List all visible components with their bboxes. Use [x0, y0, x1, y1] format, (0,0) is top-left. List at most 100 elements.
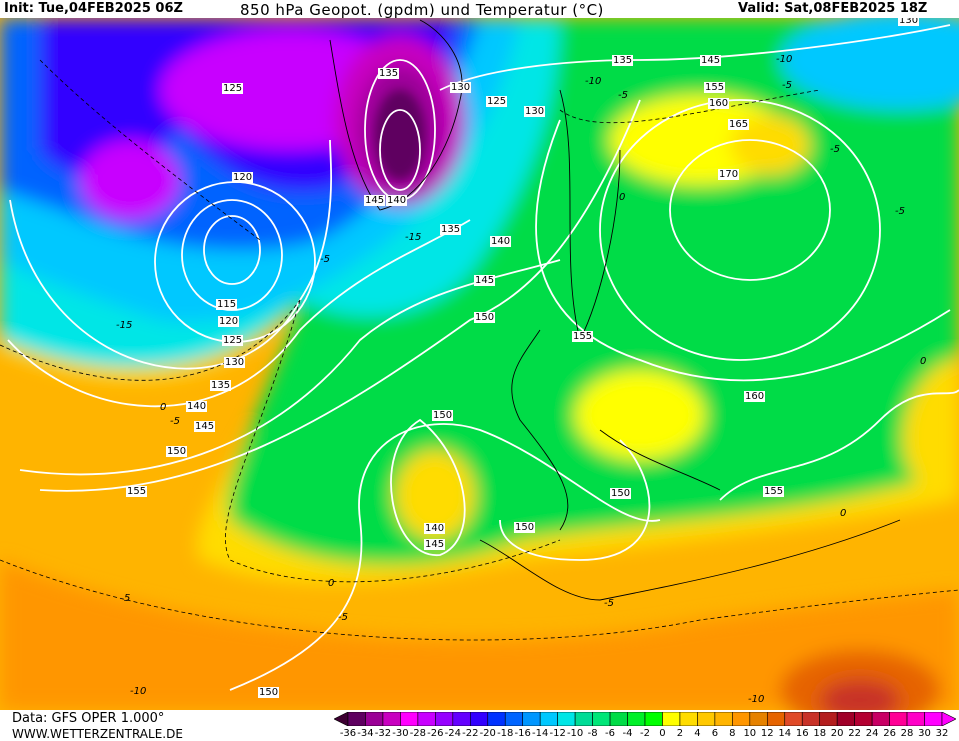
colorbar-swatch	[766, 712, 786, 726]
geopotential-label: 130	[524, 106, 546, 117]
geopotential-label: 150	[474, 312, 496, 323]
temperature-label: -5	[782, 80, 792, 91]
header: Init: Tue,04FEB2025 06Z 850 hPa Geopot. …	[0, 0, 959, 20]
geopotential-label: 120	[218, 316, 240, 327]
colorbar-tick-label: 10	[743, 728, 757, 739]
geopotential-label: 150	[610, 488, 632, 499]
colorbar-swatch	[784, 712, 803, 726]
colorbar-tick-label: -24	[444, 728, 461, 739]
colorbar-tick-label: -10	[566, 728, 584, 739]
map-title: 850 hPa Geopot. (gpdm) und Temperatur (°…	[240, 1, 604, 19]
colorbar-swatch	[592, 712, 611, 726]
temperature-label: -5	[320, 254, 330, 265]
geopotential-label: 155	[704, 82, 726, 93]
geopotential-label: 145	[194, 421, 216, 432]
geopotential-label: 155	[763, 486, 785, 497]
colorbar-ticks: -36 -34 -32 -30 -28 -26 -24 -22 -20 -18 -16 -14 -12-…	[334, 728, 956, 740]
geopotential-label: 115	[216, 299, 238, 310]
colorbar-tick-label: 30	[918, 728, 931, 739]
website: WWW.WETTERZENTRALE.DE	[12, 727, 183, 741]
colorbar-swatch	[714, 712, 733, 726]
colorbar-tick-label: 20	[830, 728, 844, 739]
geopotential-label: 125	[222, 335, 244, 346]
temperature-label: 0	[619, 192, 626, 203]
geopotential-label: 125	[486, 96, 508, 107]
temperature-label: -10	[776, 54, 793, 65]
colorbar-swatch	[347, 712, 366, 726]
geopotential-label: 140	[186, 401, 208, 412]
colorbar-tick-label: -4	[622, 728, 633, 739]
colorbar-tick-label: -32	[374, 728, 392, 739]
colorbar-tick-label: 24	[865, 728, 879, 739]
colorbar-tick-label: 8	[729, 728, 736, 739]
colorbar-swatch	[417, 712, 436, 726]
warm-south-area	[0, 560, 959, 710]
colorbar-high-arrow	[941, 712, 956, 726]
temperature-field	[0, 18, 959, 710]
colorbar-swatch	[557, 712, 576, 726]
colorbar-swatch	[836, 712, 855, 726]
colorbar-tick-label: -36	[339, 728, 357, 739]
geopotential-label: 150	[432, 410, 454, 421]
colorbar-swatch	[522, 712, 541, 726]
colorbar-swatch	[504, 712, 524, 726]
data-source: Data: GFS OPER 1.000°	[12, 711, 165, 726]
colorbar	[334, 712, 956, 726]
colorbar-tick-label: 14	[778, 728, 792, 739]
geopotential-label: 145	[424, 539, 446, 550]
cutoff-low-warm	[395, 450, 475, 540]
geopotential-label: 150	[166, 446, 188, 457]
colorbar-swatch	[819, 712, 838, 726]
geopotential-label: 140	[424, 523, 446, 534]
geopotential-label: 150	[258, 687, 280, 698]
colorbar-tick-label: -34	[357, 728, 374, 739]
colorbar-tick-label: -28	[409, 728, 427, 739]
colorbar-swatch	[452, 712, 471, 726]
colorbar-swatch	[539, 712, 558, 726]
temperature-label: -15	[116, 320, 133, 331]
colorbar-tick-label: -6	[605, 728, 616, 739]
colorbar-tick-label: -30	[392, 728, 409, 739]
temperature-label: -5	[618, 90, 628, 101]
temperature-label: -5	[830, 144, 840, 155]
temperature-label: -5	[895, 206, 905, 217]
temperature-label: -10	[585, 76, 602, 87]
colorbar-swatch	[732, 712, 751, 726]
geopotential-label: 140	[386, 195, 408, 206]
colorbar-swatch	[435, 712, 454, 726]
geopotential-label: 145	[474, 275, 496, 286]
geopotential-label: 160	[744, 391, 766, 402]
geopotential-label: 145	[700, 55, 722, 66]
colorbar-tick-label: 2	[676, 728, 684, 739]
temperature-label: -5	[170, 416, 180, 427]
temperature-label: -5	[338, 612, 348, 623]
colorbar-swatch	[854, 712, 873, 726]
valid-time: Valid: Sat,08FEB2025 18Z	[738, 1, 928, 16]
colorbar-tick-label: 16	[795, 728, 809, 739]
geopotential-label: 130	[224, 357, 246, 368]
colorbar-low-arrow	[334, 712, 349, 726]
colorbar-tick-label: 0	[659, 728, 666, 739]
geopotential-label: 125	[222, 83, 244, 94]
geopotential-label: 165	[728, 119, 750, 130]
colorbar-swatch	[365, 712, 384, 726]
colorbar-tick-label: 6	[711, 728, 719, 739]
geopotential-label: 135	[612, 55, 634, 66]
colorbar-swatch	[487, 712, 506, 726]
colorbar-tick-label: -20	[479, 728, 496, 739]
temperature-label: -5	[604, 598, 614, 609]
colorbar-swatch	[644, 712, 663, 726]
colorbar-tick-label: -12	[549, 728, 566, 739]
temperature-label: -10	[130, 686, 147, 697]
colorbar-tick-label: -26	[427, 728, 444, 739]
colorbar-tick-label: 28	[900, 728, 914, 739]
colorbar-tick-label: -22	[462, 728, 479, 739]
temperature-label: 0	[920, 356, 927, 367]
colorbar-swatch	[871, 712, 890, 726]
colorbar-tick-label: -18	[497, 728, 514, 739]
geopotential-label: 170	[718, 169, 740, 180]
colorbar-swatch	[749, 712, 768, 726]
geopotential-label: 150	[514, 522, 536, 533]
geopotential-label: 135	[378, 68, 400, 79]
weather-map: 125 135 130 125 130 135 145 155 160 165 …	[0, 18, 959, 710]
